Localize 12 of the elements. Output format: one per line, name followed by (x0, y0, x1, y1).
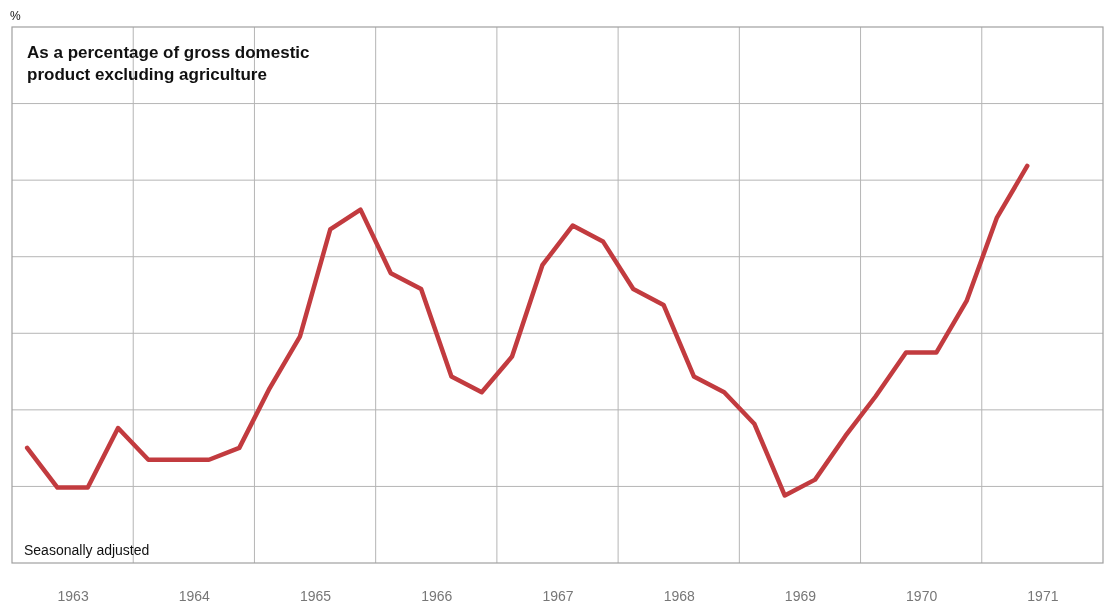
x-tick-label: 1965 (299, 587, 332, 604)
text: % (10, 9, 21, 23)
x-tick-label: 1963 (57, 587, 89, 604)
x-tick-label: 1967 (542, 587, 574, 604)
annotation: Seasonally adjusted (24, 542, 150, 558)
chart-title: As a percentage of gross domestic product excluding agriculture (27, 43, 310, 84)
x-tick-label: 1971 (1027, 587, 1059, 604)
x-tick-label: 1964 (178, 587, 211, 604)
x-tick-label: 1968 (663, 587, 695, 604)
x-tick-label: 1970 (906, 587, 938, 604)
x-tick-label: 1966 (421, 587, 453, 604)
x-tick-label: 1969 (784, 587, 817, 604)
